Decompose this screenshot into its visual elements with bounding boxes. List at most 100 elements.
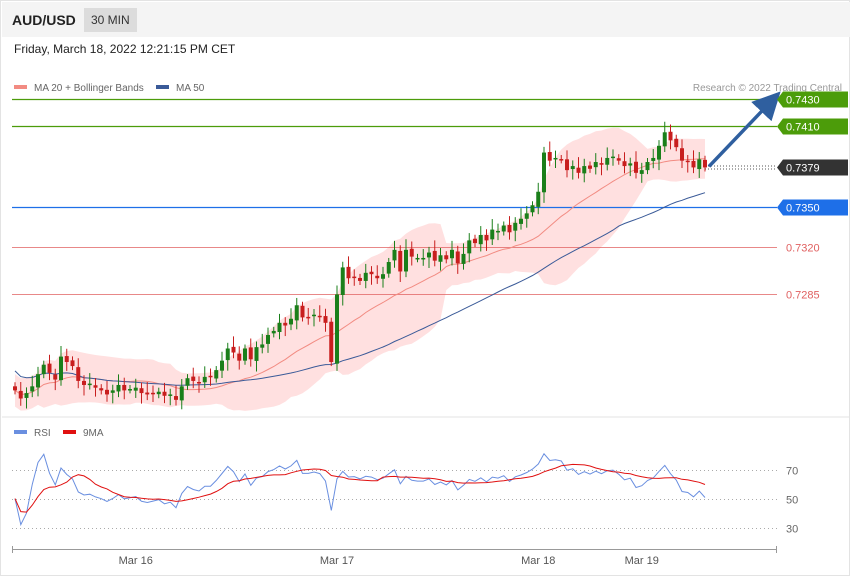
candle-body	[294, 305, 299, 321]
candle-body	[260, 344, 265, 348]
candle-body	[358, 277, 362, 281]
candle-body	[473, 238, 477, 244]
candle-body	[467, 240, 472, 254]
candle-body	[490, 229, 495, 240]
candle-body	[616, 158, 621, 161]
candle-body	[335, 294, 339, 364]
candle-body	[220, 360, 224, 371]
candle-body	[559, 159, 564, 161]
candle-body	[536, 191, 541, 207]
candle-body	[110, 390, 115, 393]
candle-body	[381, 274, 385, 279]
candle-body	[588, 165, 592, 169]
candle-body	[289, 318, 293, 325]
candle-body	[133, 387, 138, 391]
candle-body	[409, 248, 414, 257]
candle-body	[611, 156, 615, 159]
bollinger-bands	[15, 127, 705, 411]
rsi-tick-label: 70	[786, 466, 798, 478]
candle-body	[427, 252, 431, 258]
candle-body	[496, 230, 500, 233]
candle-body	[323, 316, 328, 323]
candle-body	[691, 160, 696, 168]
candle-body	[87, 383, 92, 386]
candle-body	[300, 305, 305, 318]
candle-body	[283, 322, 288, 326]
candle-body	[145, 392, 150, 395]
copyright-label: Research © 2022 Trading Central	[693, 83, 842, 94]
level-tag-resistance	[777, 91, 848, 108]
candle-body	[208, 375, 213, 378]
candle-body	[651, 157, 656, 161]
level-tag-current	[777, 159, 848, 176]
forecast-arrow-line	[707, 91, 781, 168]
candle-body	[64, 356, 69, 363]
candle-body	[622, 161, 627, 167]
candle-body	[599, 163, 604, 165]
candle-body	[444, 255, 449, 260]
rsi-legend: RSI 9MA	[14, 428, 104, 439]
candle-body	[685, 160, 690, 163]
candle-body	[369, 271, 374, 275]
candle-body	[30, 386, 35, 392]
candle-body	[450, 249, 454, 259]
candle-body	[47, 363, 52, 373]
candle-body	[243, 348, 247, 361]
candle-body	[70, 360, 75, 367]
legend-label-ma50: MA 50	[176, 83, 205, 94]
x-tick-label: Mar 16	[119, 555, 153, 567]
level-label-resistance: 0.7430	[786, 95, 820, 107]
legend-swatch-ma50	[156, 85, 169, 89]
candle-body	[478, 234, 483, 245]
candle-body	[565, 159, 569, 171]
candle-body	[122, 384, 127, 391]
level-labels: 0.7430 0.7410 0.7379 0.7350 0.7320 0.7285	[777, 91, 848, 302]
candle-body	[156, 391, 161, 395]
candle-body	[179, 386, 184, 401]
candle-body	[513, 222, 518, 231]
candle-body	[628, 163, 633, 166]
candle-body	[214, 370, 219, 379]
candle-body	[248, 347, 253, 360]
candle-body	[168, 394, 173, 396]
x-tick-label: Mar 17	[320, 555, 354, 567]
x-tick-label: Mar 19	[625, 555, 659, 567]
candle-body	[547, 152, 552, 161]
candle-body	[404, 249, 408, 272]
candlesticks	[13, 121, 707, 410]
candle-body	[306, 316, 311, 319]
level-label-support: 0.7320	[786, 243, 820, 255]
candle-body	[18, 390, 23, 399]
rsi-ma-line	[14, 463, 706, 513]
candle-body	[76, 367, 81, 381]
legend-label-9ma: 9MA	[83, 428, 104, 439]
candle-body	[421, 257, 426, 260]
ma50-line	[14, 192, 706, 386]
legend-label-rsi: RSI	[34, 428, 51, 439]
candle-body	[271, 330, 276, 334]
candle-body	[340, 267, 345, 295]
legend-swatch-ma20	[14, 85, 27, 89]
candle-body	[13, 386, 17, 391]
candle-body	[363, 272, 368, 281]
candle-body	[553, 157, 558, 160]
candle-body	[185, 378, 190, 386]
timeframe-badge[interactable]: 30 MIN	[84, 8, 137, 32]
moving-averages	[14, 158, 706, 395]
candle-body	[605, 157, 610, 165]
level-tag-resistance	[777, 118, 848, 135]
candle-body	[24, 393, 29, 398]
candle-body	[93, 385, 98, 388]
candle-body	[484, 234, 489, 241]
candle-body	[254, 347, 259, 361]
level-label-pivot: 0.7350	[786, 203, 820, 215]
candle-body	[593, 162, 598, 168]
x-axis: Mar 16 Mar 17 Mar 18 Mar 19	[12, 546, 777, 567]
candle-body	[634, 161, 638, 173]
symbol-label: AUD/USD	[12, 12, 76, 28]
candle-body	[662, 132, 667, 147]
candle-body	[680, 148, 684, 161]
candle-body	[501, 225, 506, 232]
candle-body	[519, 218, 523, 224]
